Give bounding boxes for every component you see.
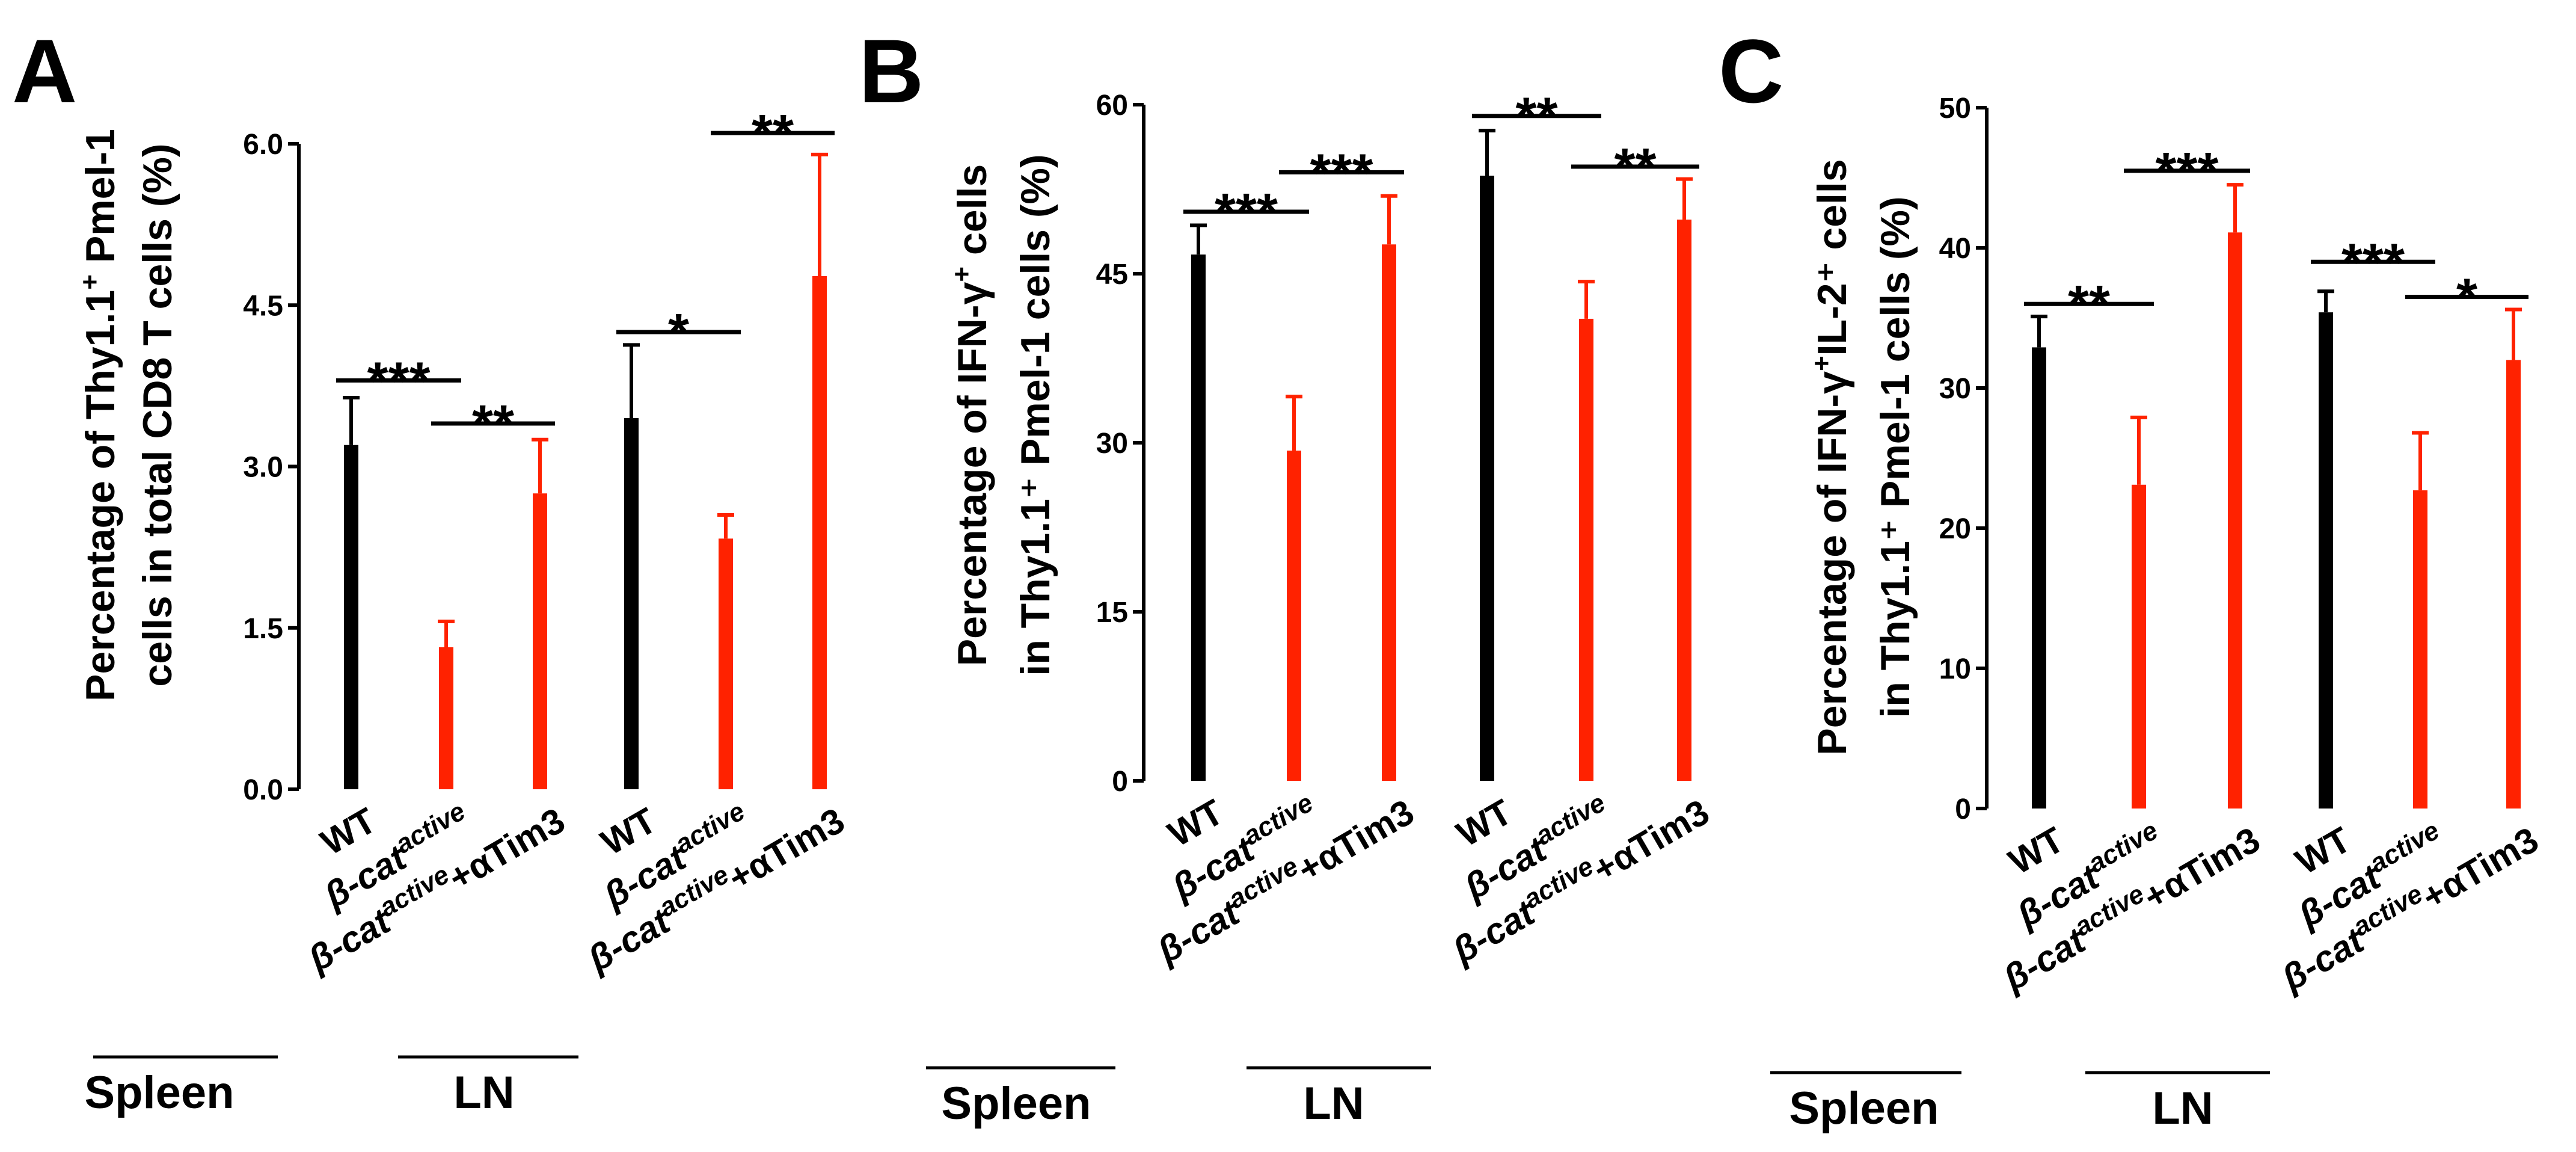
y-axis-label-line1: Percentage of IFN-γ+ cells	[947, 164, 995, 666]
significance-label: ***	[2341, 233, 2405, 293]
bar	[2132, 484, 2146, 809]
significance-label: *	[2456, 268, 2477, 328]
bar	[1382, 244, 1396, 781]
y-tick-label: 45	[1096, 259, 1128, 291]
y-tick-label: 1.5	[243, 613, 283, 645]
y-tick-label: 20	[1939, 513, 1971, 545]
y-tick-label: 0	[1955, 793, 1971, 825]
y-axis-label: Percentage of IFN-γ+ cells	[947, 164, 995, 666]
y-tick-label: 50	[1939, 93, 1971, 125]
y-tick-label: 4.5	[243, 290, 283, 322]
group-label: LN	[2152, 1083, 2213, 1134]
bar	[2413, 490, 2427, 809]
y-axis-label-line2: in Thy1.1⁺ Pmel-1 cells (%)	[1013, 154, 1058, 676]
panel-b: B 0 15 30 45 60 Percentage of IFN-γ+ cells in T…	[859, 20, 1716, 1129]
significance-label: *	[668, 303, 689, 363]
bar	[812, 276, 827, 790]
bar	[439, 647, 453, 789]
panel-label: A	[12, 20, 77, 122]
bar	[719, 538, 733, 789]
y-tick-label: 6.0	[243, 129, 283, 161]
significance-label: ***	[1215, 183, 1278, 243]
y-axis-label-line1: Percentage of Thy1.1+ Pmel-1	[75, 129, 123, 701]
significance-label: **	[1515, 87, 1557, 147]
y-tick-label: 10	[1939, 653, 1971, 685]
bar	[1287, 451, 1301, 781]
y-tick-label: 40	[1939, 233, 1971, 265]
group-label: Spleen	[941, 1078, 1091, 1129]
y-axis-label-2: in Thy1.1⁺ Pmel-1 cells (%)	[1872, 196, 1918, 718]
bar	[624, 418, 639, 789]
y-axis-label-line2: cells in total CD8 T cells (%)	[135, 143, 180, 686]
panel-label: B	[859, 20, 924, 122]
significance-label: **	[472, 395, 514, 455]
significance-label: ***	[2155, 142, 2218, 202]
panel-a: A 0.0 1.5 3.0 4.5 6.0 Percentage of Thy1.1+ Pm…	[12, 20, 851, 1118]
significance-label: ***	[367, 351, 430, 411]
group-label: LN	[453, 1067, 514, 1118]
significance-label: **	[1614, 138, 1656, 198]
bar	[344, 445, 358, 789]
y-axis-label-line1: Percentage of IFN-γ+IL-2⁺ cells	[1807, 159, 1855, 755]
y-tick-label: 30	[1939, 373, 1971, 405]
y-tick-label: 60	[1096, 90, 1128, 122]
y-tick-label: 0.0	[243, 774, 283, 806]
bar	[2228, 232, 2242, 809]
group-label: Spleen	[84, 1067, 234, 1118]
y-tick-label: 0	[1112, 766, 1128, 798]
bar	[1191, 254, 1206, 781]
bar	[1480, 176, 1494, 781]
y-axis-label-2: in Thy1.1⁺ Pmel-1 cells (%)	[1013, 154, 1058, 676]
y-tick-label: 30	[1096, 428, 1128, 460]
y-axis-label: Percentage of Thy1.1+ Pmel-1	[75, 129, 123, 701]
significance-label: **	[2068, 275, 2110, 335]
group-label: Spleen	[1789, 1083, 1939, 1134]
y-axis-label: Percentage of IFN-γ+IL-2⁺ cells	[1807, 159, 1855, 755]
y-tick-label: 3.0	[243, 452, 283, 484]
bar	[2032, 347, 2046, 809]
bar	[2506, 360, 2521, 809]
bar	[1677, 220, 1691, 781]
significance-label: **	[752, 104, 794, 164]
bar	[1579, 318, 1593, 781]
y-axis-label-2: cells in total CD8 T cells (%)	[135, 143, 180, 686]
group-label: LN	[1303, 1078, 1364, 1129]
y-axis-label-line2: in Thy1.1⁺ Pmel-1 cells (%)	[1872, 196, 1918, 718]
bar	[2319, 312, 2333, 809]
y-tick-label: 15	[1096, 597, 1128, 629]
significance-label: ***	[1310, 143, 1373, 203]
panel-c: C 0 10 20 30 40 50 Percentage of IFN-γ+IL-2⁺ ce…	[1719, 20, 2545, 1134]
panel-label: C	[1719, 20, 1783, 122]
bar	[533, 493, 547, 789]
